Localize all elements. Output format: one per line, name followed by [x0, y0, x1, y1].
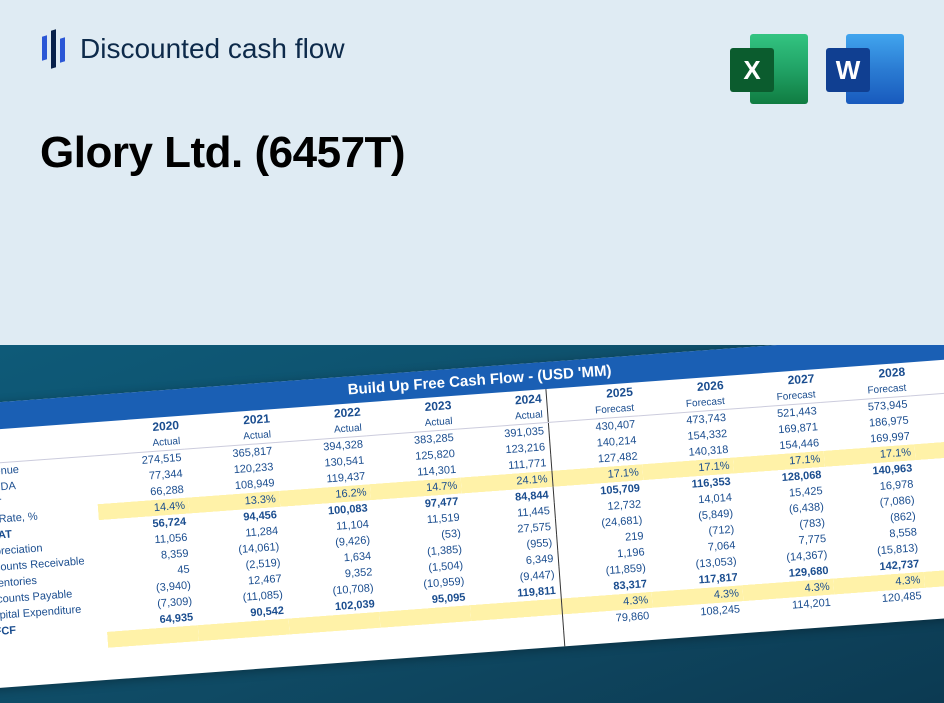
company-title: Glory Ltd. (6457T): [40, 128, 904, 178]
logo-icon: [40, 30, 68, 68]
header-section: Discounted cash flow X W Glory Ltd. (645…: [0, 0, 944, 345]
word-icon[interactable]: W: [826, 30, 904, 108]
dcf-sheet: Build Up Free Cash Flow - (USD 'MM) Year…: [0, 345, 944, 689]
app-icons: X W: [730, 30, 904, 108]
excel-icon[interactable]: X: [730, 30, 808, 108]
table-section: Build Up Free Cash Flow - (USD 'MM) Year…: [0, 345, 944, 703]
logo-text: Discounted cash flow: [80, 33, 345, 65]
